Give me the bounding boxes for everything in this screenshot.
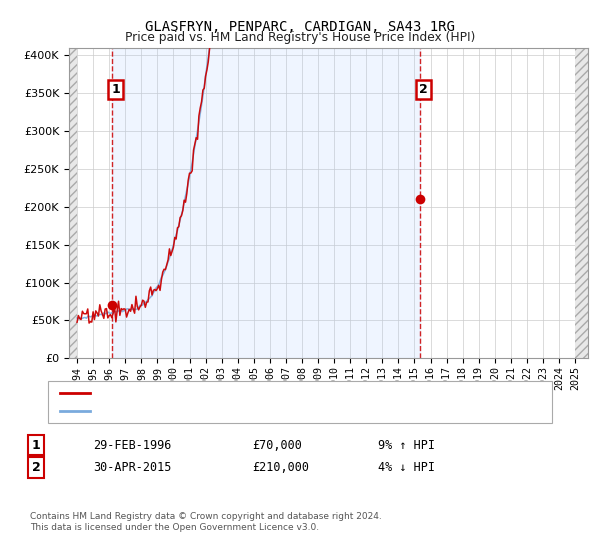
Text: HPI: Average price, detached house, Ceredigion: HPI: Average price, detached house, Cere… — [99, 406, 349, 416]
Text: 1: 1 — [112, 83, 120, 96]
Bar — [575, 48, 588, 358]
Text: 30-APR-2015: 30-APR-2015 — [93, 461, 172, 474]
Text: 2: 2 — [419, 83, 428, 96]
Bar — [112, 48, 420, 358]
Text: 29-FEB-1996: 29-FEB-1996 — [93, 438, 172, 452]
Bar — [69, 48, 77, 358]
Text: Price paid vs. HM Land Registry's House Price Index (HPI): Price paid vs. HM Land Registry's House … — [125, 31, 475, 44]
Text: £70,000: £70,000 — [252, 438, 302, 452]
Text: GLASFRYN, PENPARC, CARDIGAN, SA43 1RG: GLASFRYN, PENPARC, CARDIGAN, SA43 1RG — [145, 20, 455, 34]
Text: 9% ↑ HPI: 9% ↑ HPI — [378, 438, 435, 452]
Text: 4% ↓ HPI: 4% ↓ HPI — [378, 461, 435, 474]
Text: GLASFRYN, PENPARC, CARDIGAN, SA43 1RG (detached house): GLASFRYN, PENPARC, CARDIGAN, SA43 1RG (d… — [99, 388, 423, 398]
Text: Contains HM Land Registry data © Crown copyright and database right 2024.
This d: Contains HM Land Registry data © Crown c… — [30, 512, 382, 532]
Text: 2: 2 — [32, 461, 40, 474]
Text: 1: 1 — [32, 438, 40, 452]
Text: £210,000: £210,000 — [252, 461, 309, 474]
